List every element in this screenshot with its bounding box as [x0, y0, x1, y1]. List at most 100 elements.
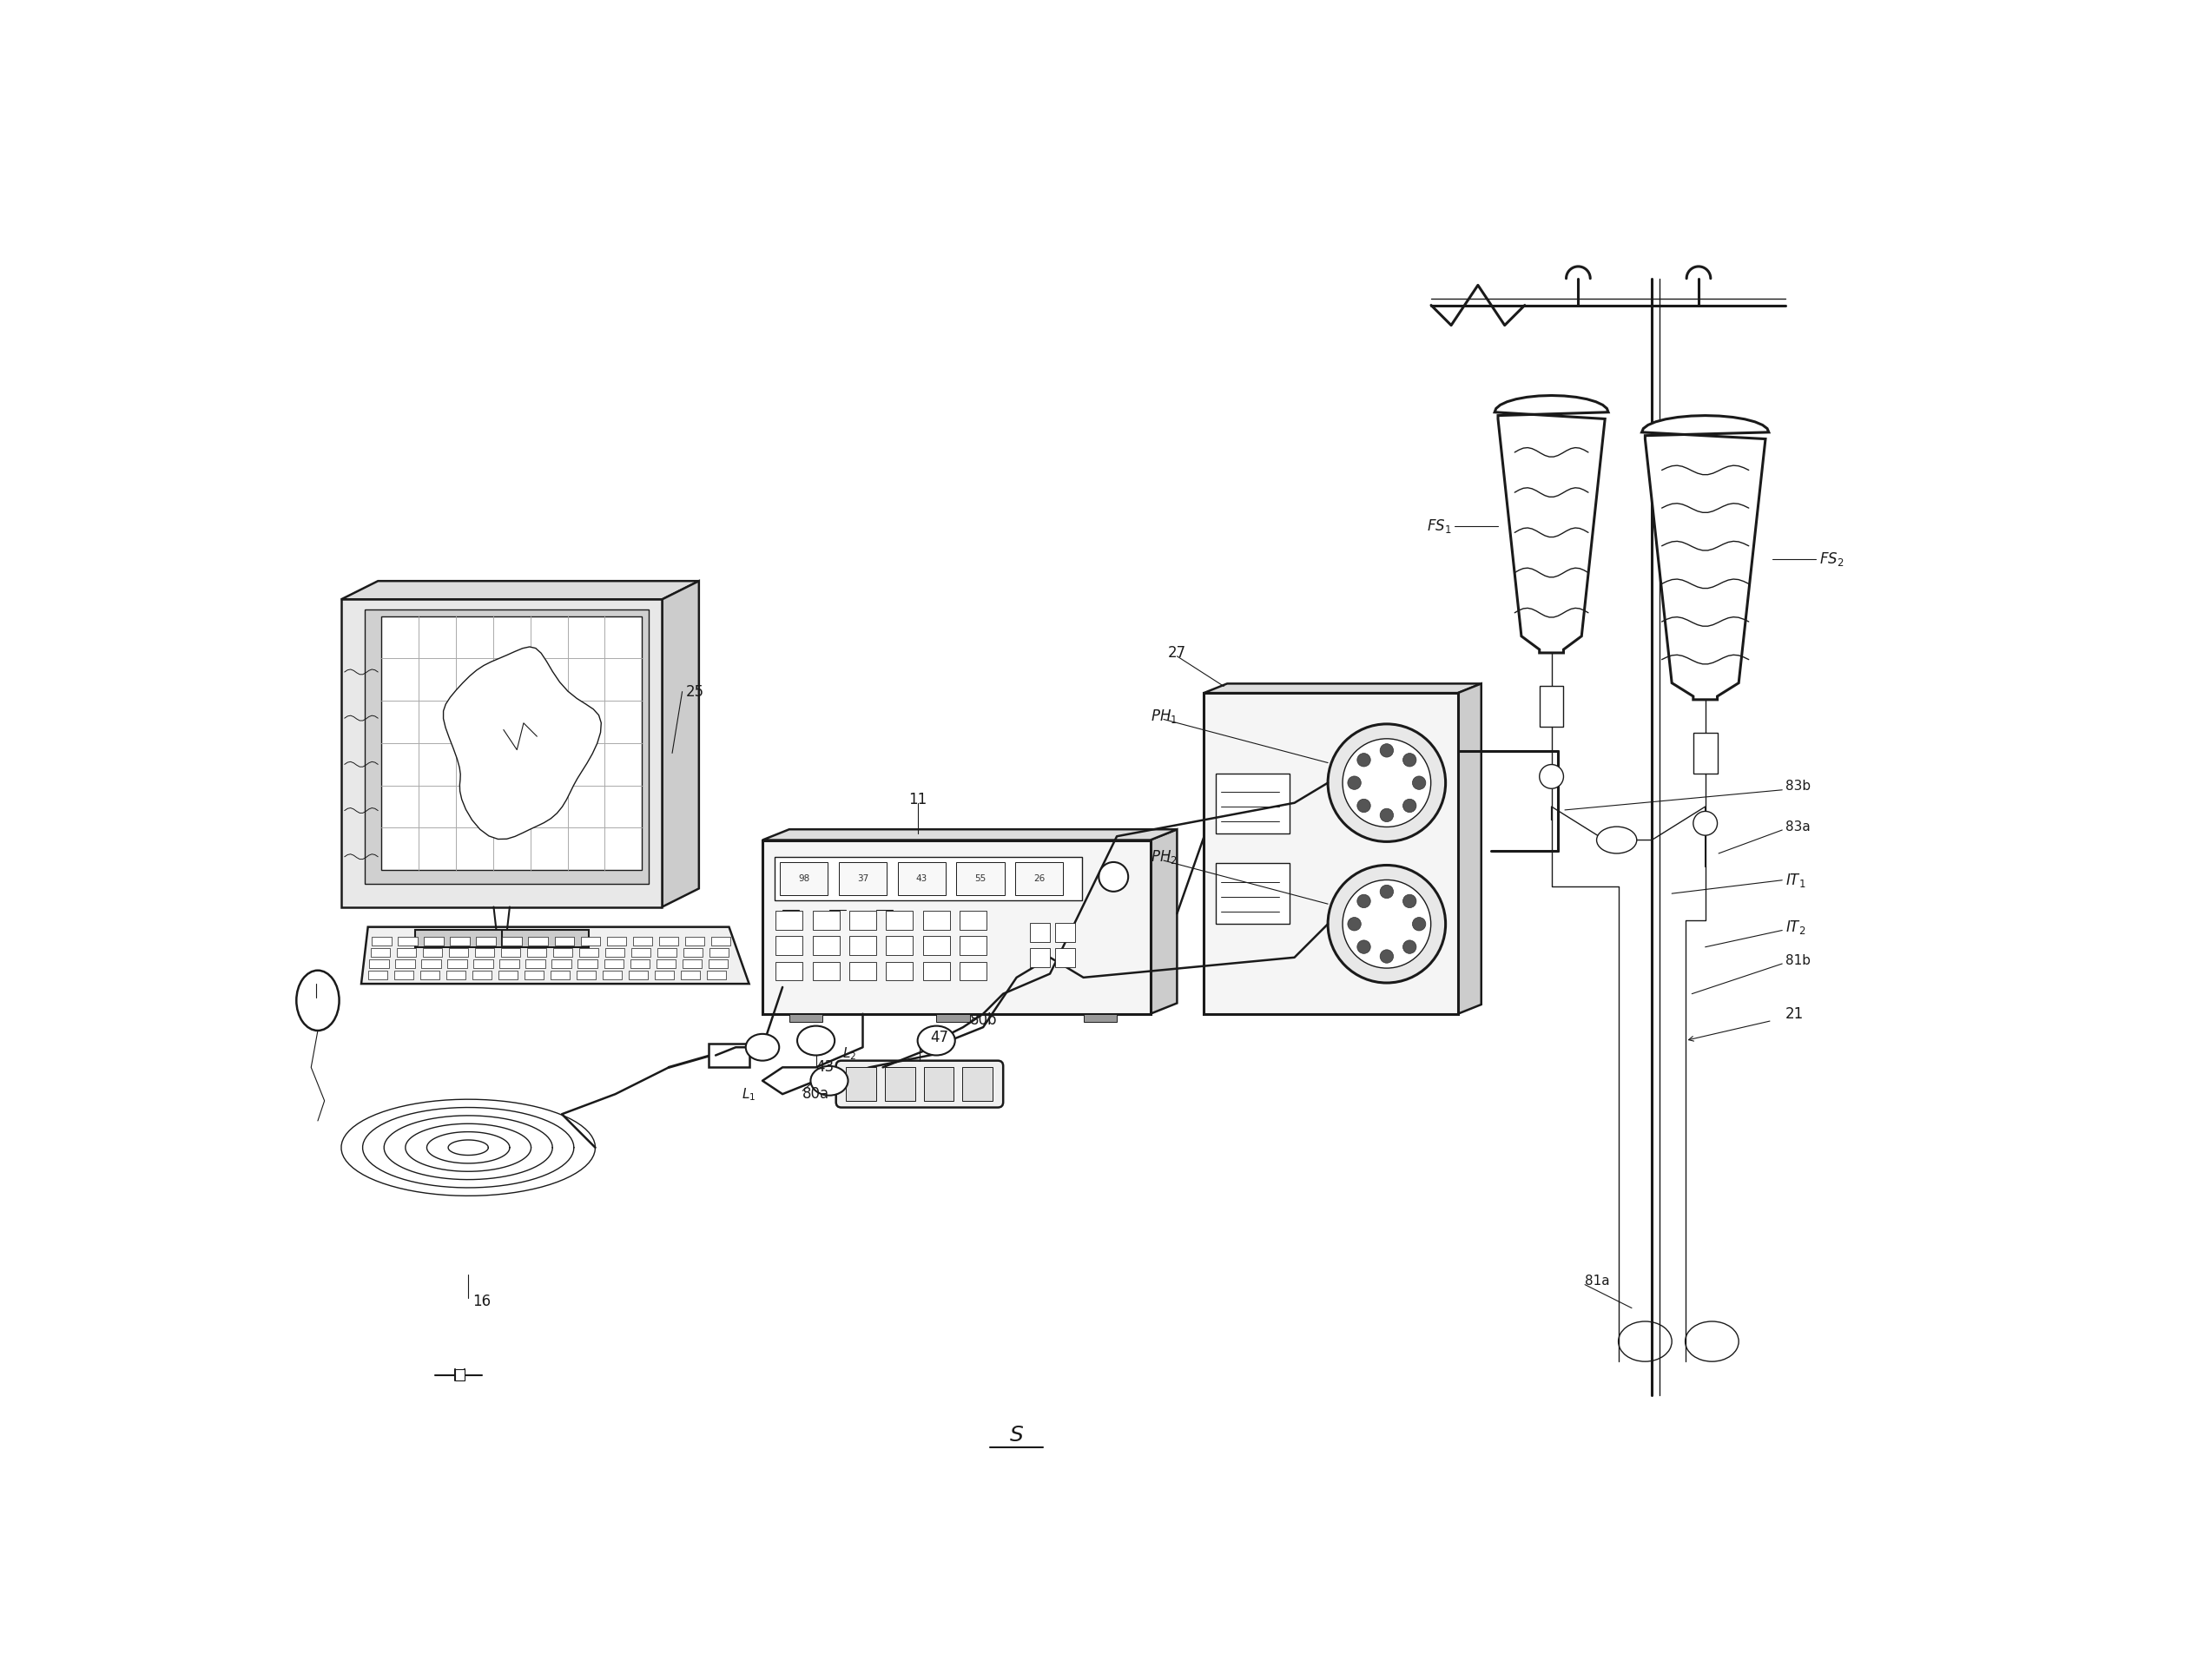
Bar: [450, 948, 467, 958]
Bar: [342, 600, 661, 907]
Bar: [683, 959, 701, 968]
Ellipse shape: [1358, 800, 1371, 813]
Ellipse shape: [1342, 880, 1430, 968]
Bar: [923, 961, 950, 981]
Bar: [450, 937, 469, 946]
Bar: [1029, 922, 1049, 942]
Bar: [577, 971, 595, 979]
Bar: [472, 971, 491, 979]
Ellipse shape: [1404, 894, 1417, 907]
Text: $FS_1$: $FS_1$: [1426, 517, 1450, 534]
Bar: [923, 1067, 954, 1100]
Bar: [498, 971, 518, 979]
Bar: [381, 617, 641, 870]
Text: 43: 43: [815, 1060, 835, 1075]
Bar: [368, 971, 388, 979]
Ellipse shape: [1404, 800, 1417, 813]
Bar: [780, 862, 829, 895]
Bar: [630, 948, 650, 958]
Ellipse shape: [1404, 753, 1417, 766]
Text: 25: 25: [685, 684, 703, 699]
Text: $FS_2$: $FS_2$: [1818, 551, 1843, 568]
Bar: [840, 862, 886, 895]
Bar: [633, 937, 652, 946]
Bar: [813, 961, 840, 981]
Bar: [849, 961, 877, 981]
Ellipse shape: [917, 1026, 954, 1055]
Polygon shape: [1642, 415, 1770, 699]
Bar: [525, 971, 544, 979]
Bar: [604, 959, 624, 968]
Ellipse shape: [1358, 941, 1371, 954]
Text: 16: 16: [472, 1294, 491, 1309]
Text: 26: 26: [1034, 875, 1045, 884]
Bar: [399, 937, 417, 946]
Ellipse shape: [1327, 865, 1446, 983]
Bar: [707, 971, 727, 979]
Polygon shape: [361, 927, 749, 984]
Polygon shape: [661, 581, 699, 907]
Bar: [397, 948, 417, 958]
Bar: [628, 971, 648, 979]
Bar: [529, 937, 549, 946]
Bar: [395, 959, 414, 968]
Bar: [813, 936, 840, 954]
Text: $L_2$: $L_2$: [842, 1047, 857, 1062]
Ellipse shape: [1347, 917, 1362, 931]
Text: 21: 21: [1785, 1006, 1803, 1021]
Polygon shape: [443, 647, 602, 838]
Bar: [712, 937, 730, 946]
Ellipse shape: [1358, 753, 1371, 766]
Bar: [846, 1067, 877, 1100]
Polygon shape: [1494, 395, 1609, 654]
Bar: [776, 911, 802, 929]
Text: $IT_2$: $IT_2$: [1785, 919, 1805, 936]
Text: $PH_1$: $PH_1$: [1150, 707, 1177, 724]
Bar: [710, 948, 730, 958]
Ellipse shape: [1327, 724, 1446, 842]
Bar: [372, 937, 392, 946]
Bar: [551, 971, 571, 979]
Ellipse shape: [798, 1026, 835, 1055]
Bar: [886, 911, 912, 929]
Text: 11: 11: [908, 791, 928, 808]
Text: $IT_1$: $IT_1$: [1785, 872, 1805, 889]
Ellipse shape: [1100, 862, 1128, 892]
Ellipse shape: [1413, 917, 1426, 931]
Bar: [370, 948, 390, 958]
Bar: [1056, 948, 1076, 968]
Bar: [886, 936, 912, 954]
Ellipse shape: [1596, 827, 1638, 853]
FancyBboxPatch shape: [835, 1060, 1003, 1107]
Polygon shape: [342, 581, 699, 600]
Bar: [884, 1067, 915, 1100]
Bar: [849, 936, 877, 954]
Bar: [897, 862, 946, 895]
Polygon shape: [1203, 684, 1481, 692]
Bar: [606, 948, 624, 958]
Bar: [555, 937, 573, 946]
Bar: [500, 948, 520, 958]
Bar: [957, 862, 1005, 895]
Bar: [580, 937, 599, 946]
Text: 83b: 83b: [1785, 780, 1812, 793]
Ellipse shape: [1380, 949, 1393, 963]
Ellipse shape: [1413, 776, 1426, 790]
Bar: [774, 857, 1082, 900]
Bar: [959, 961, 987, 981]
Bar: [364, 610, 648, 884]
Bar: [445, 971, 465, 979]
Bar: [423, 937, 443, 946]
Bar: [1217, 773, 1289, 833]
Text: 80a: 80a: [802, 1087, 829, 1102]
Ellipse shape: [1693, 811, 1717, 835]
Bar: [421, 959, 441, 968]
Bar: [474, 948, 494, 958]
Bar: [763, 840, 1150, 1013]
Bar: [1056, 922, 1076, 942]
Bar: [503, 937, 522, 946]
Bar: [789, 1013, 822, 1021]
Bar: [1016, 862, 1062, 895]
Bar: [577, 959, 597, 968]
Bar: [707, 959, 727, 968]
